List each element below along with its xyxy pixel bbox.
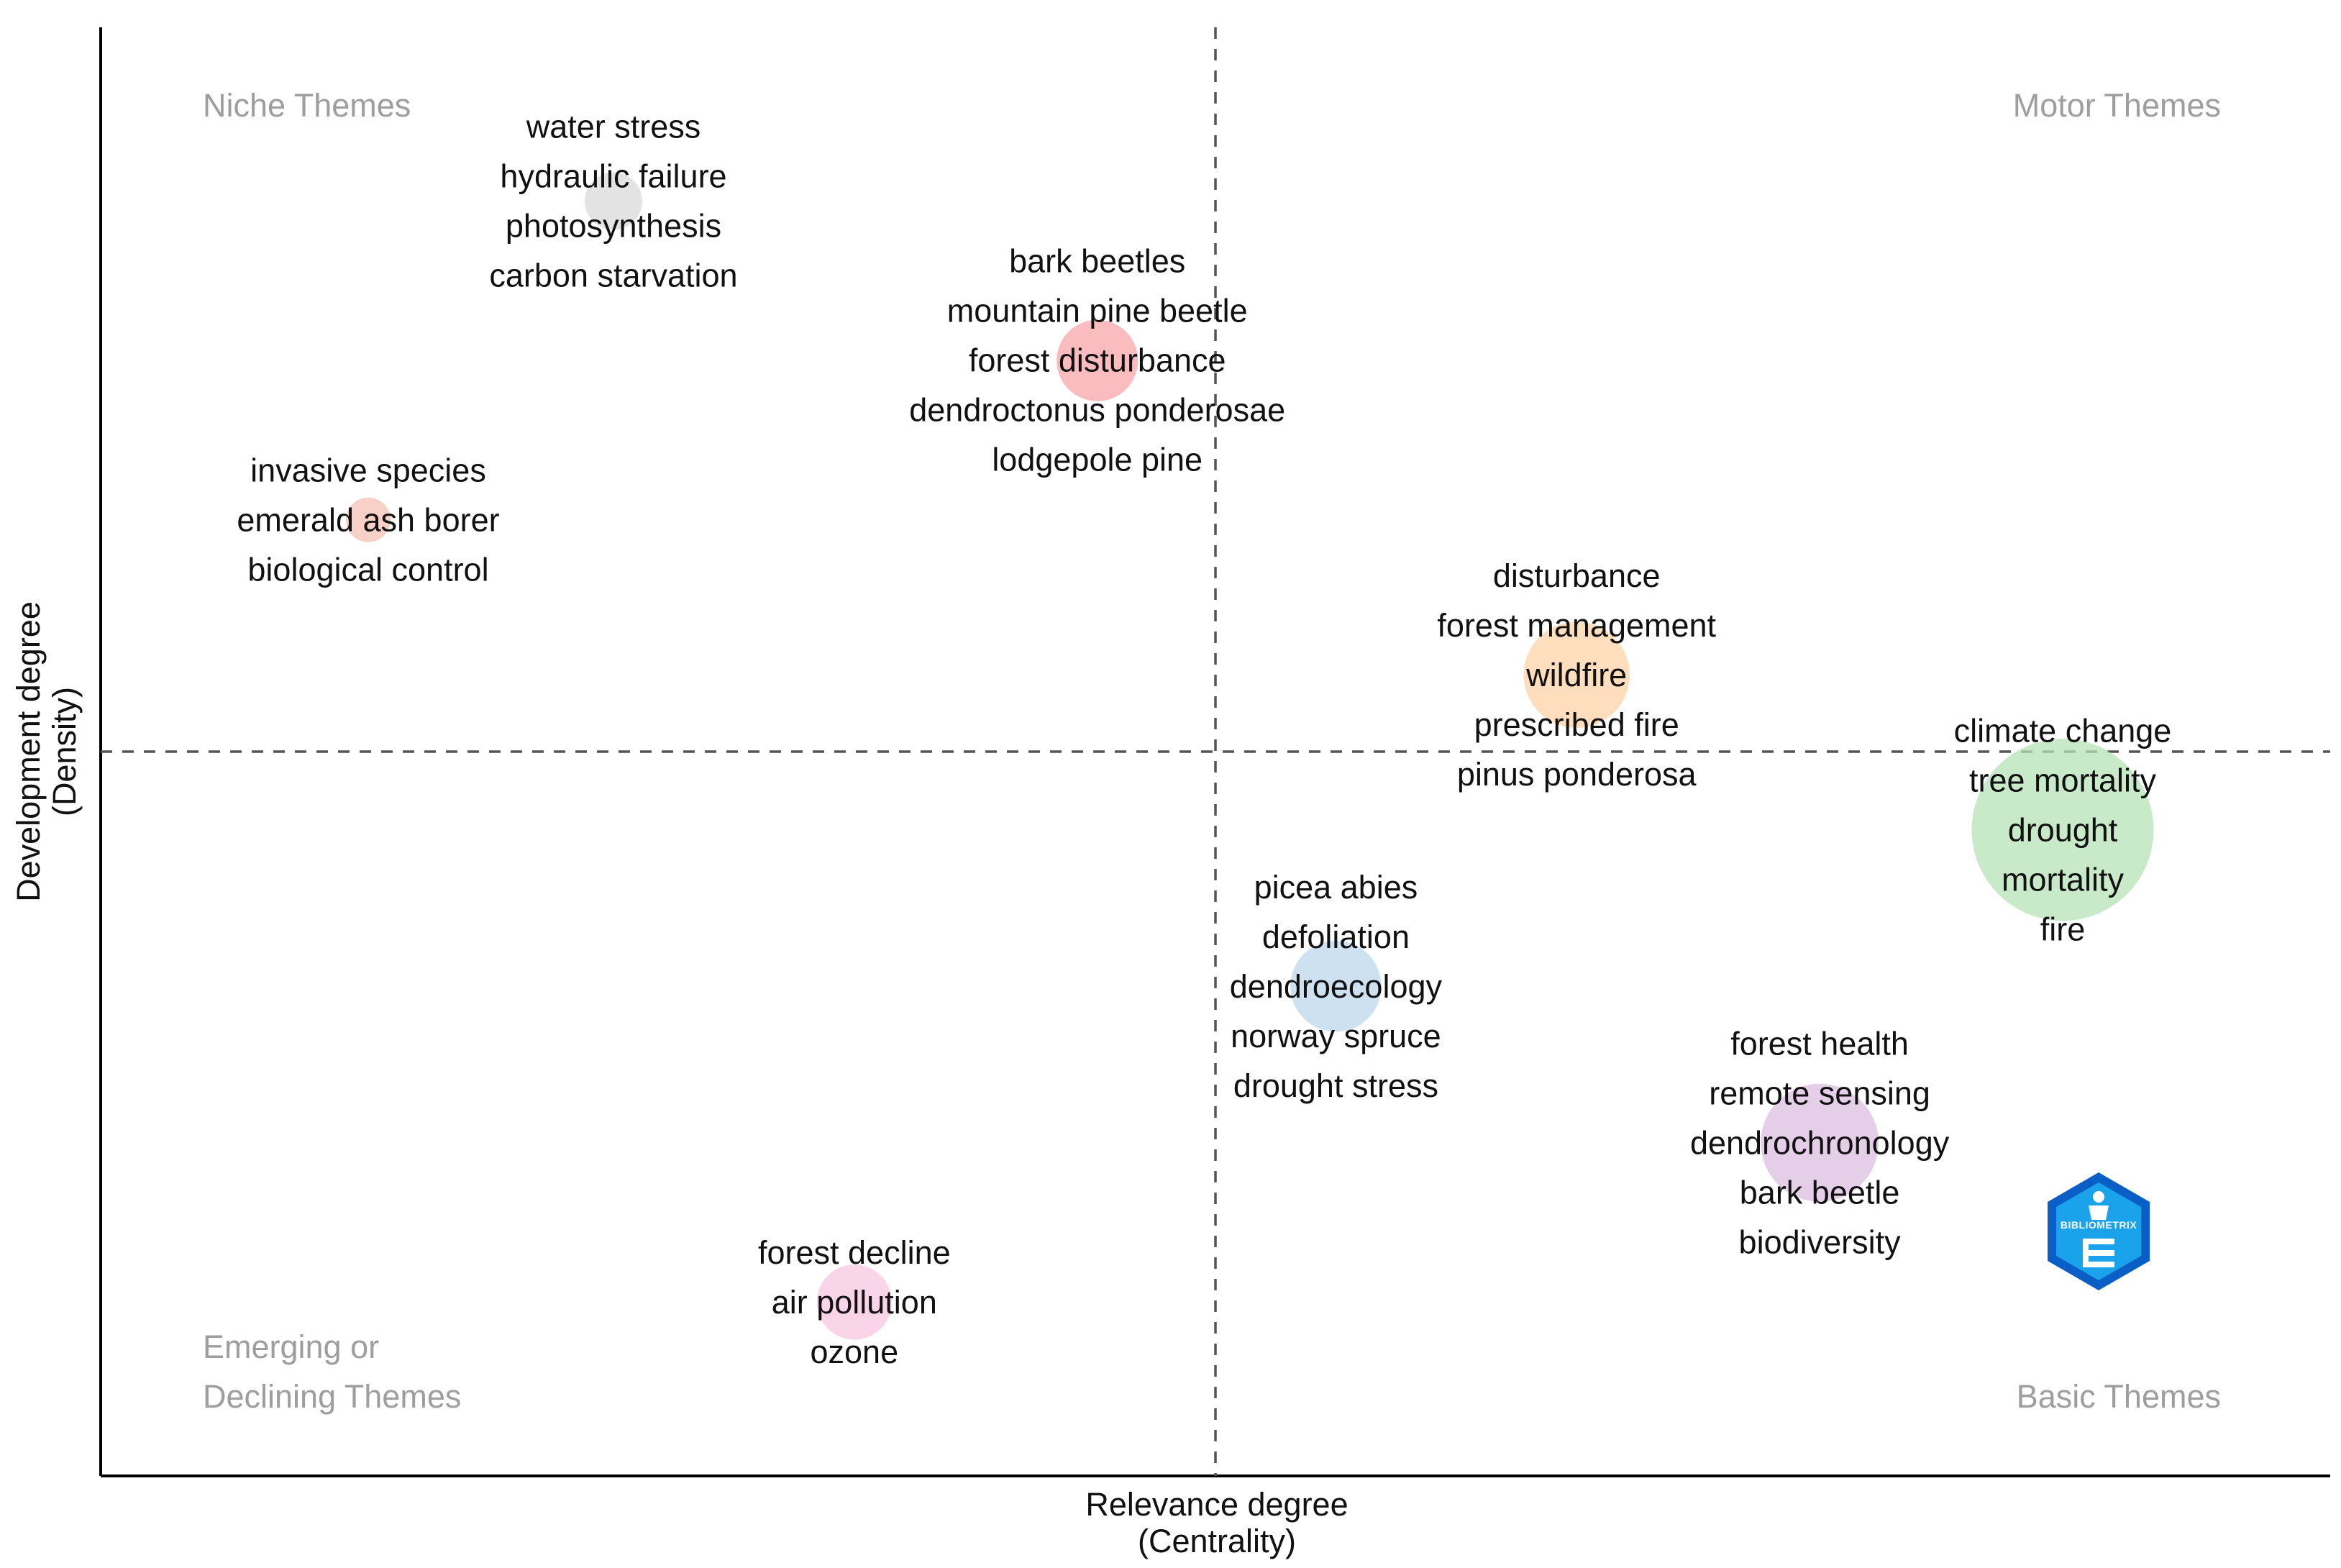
cluster-keyword-label: air pollution	[772, 1284, 937, 1321]
cluster-keyword-label: norway spruce	[1231, 1018, 1441, 1054]
cluster-keyword-label: defoliation	[1262, 919, 1410, 955]
cluster-keyword-label: forest disturbance	[969, 342, 1226, 379]
cluster-keyword-label: climate change	[1954, 712, 2172, 749]
cluster-keyword-label: disturbance	[1493, 557, 1661, 594]
cluster-bubble	[1523, 621, 1630, 729]
cluster-bubble	[1057, 319, 1138, 401]
cluster-keyword-label: wildfire	[1525, 657, 1627, 693]
cluster-keyword-label: dendroecology	[1230, 968, 1443, 1005]
cluster-bubble	[1290, 941, 1382, 1032]
cluster-keyword-label: mortality	[2002, 861, 2125, 898]
logo-steps	[2083, 1239, 2114, 1267]
cluster-bubble	[816, 1264, 892, 1340]
quadrant-label-declining: Declining Themes	[203, 1378, 461, 1415]
cluster-keyword-label: drought	[2008, 811, 2118, 848]
cluster-keyword-label: prescribed fire	[1474, 706, 1679, 743]
quadrant-label-motor: Motor Themes	[2013, 87, 2221, 124]
quadrant-label-niche: Niche Themes	[203, 87, 411, 124]
cluster-bubble	[346, 497, 391, 542]
keyword-label-layer: water stress hydraulic failure photosynthe…	[237, 109, 2171, 1370]
cluster-keyword-label: carbon starvation	[489, 257, 737, 294]
cluster-keyword-label: dendrochronology	[1690, 1124, 1950, 1161]
y-axis-subtitle: (Density)	[46, 687, 83, 816]
cluster-keyword-label: biodiversity	[1739, 1223, 1902, 1260]
logo-text: BIBLIOMETRIX	[2061, 1219, 2137, 1231]
cluster-keyword-label: tree mortality	[1969, 762, 2157, 798]
logo-hexagon-inner	[2056, 1182, 2141, 1280]
y-axis-title: Development degree	[10, 601, 47, 902]
cluster-bubble	[1761, 1083, 1879, 1202]
cluster-keyword-label: mountain pine beetle	[947, 293, 1248, 329]
cluster-keyword-label: picea abies	[1254, 869, 1418, 906]
cluster-keyword-label: invasive species	[250, 452, 486, 488]
cluster-keyword-label: pinus ponderosa	[1457, 756, 1697, 793]
cluster-keyword-label: emerald ash borer	[237, 501, 499, 538]
cluster-keyword-label: forest management	[1437, 607, 1716, 644]
cluster-keyword-label: ozone	[810, 1334, 898, 1370]
quadrant-label-emerging: Emerging or	[203, 1328, 379, 1365]
x-axis-subtitle: (Centrality)	[1138, 1523, 1296, 1559]
bibliometrix-logo: BIBLIOMETRIX	[2048, 1172, 2150, 1290]
logo-person-body	[2089, 1205, 2109, 1220]
cluster-keyword-label: forest decline	[758, 1234, 951, 1271]
cluster-keyword-label: fire	[2040, 911, 2086, 947]
cluster-bubble	[585, 172, 642, 230]
logo-person-head	[2093, 1191, 2104, 1203]
bubble-layer	[346, 172, 2154, 1340]
cluster-bubble	[1971, 739, 2154, 921]
cluster-keyword-label: forest health	[1730, 1025, 1909, 1062]
cluster-keyword-label: lodgepole pine	[992, 442, 1203, 478]
x-axis-title: Relevance degree	[1085, 1486, 1348, 1523]
quadrant-label-basic: Basic Themes	[2017, 1378, 2221, 1415]
cluster-keyword-label: biological control	[247, 551, 488, 588]
cluster-keyword-label: bark beetles	[1009, 243, 1185, 280]
cluster-keyword-label: water stress	[526, 109, 701, 145]
cluster-keyword-label: dendroctonus ponderosae	[909, 392, 1285, 429]
cluster-keyword-label: hydraulic failure	[500, 158, 726, 195]
cluster-keyword-label: remote sensing	[1709, 1075, 1930, 1111]
cluster-keyword-label: bark beetle	[1740, 1174, 1900, 1211]
cluster-keyword-label: drought stress	[1233, 1067, 1438, 1104]
cluster-keyword-label: photosynthesis	[506, 208, 721, 245]
